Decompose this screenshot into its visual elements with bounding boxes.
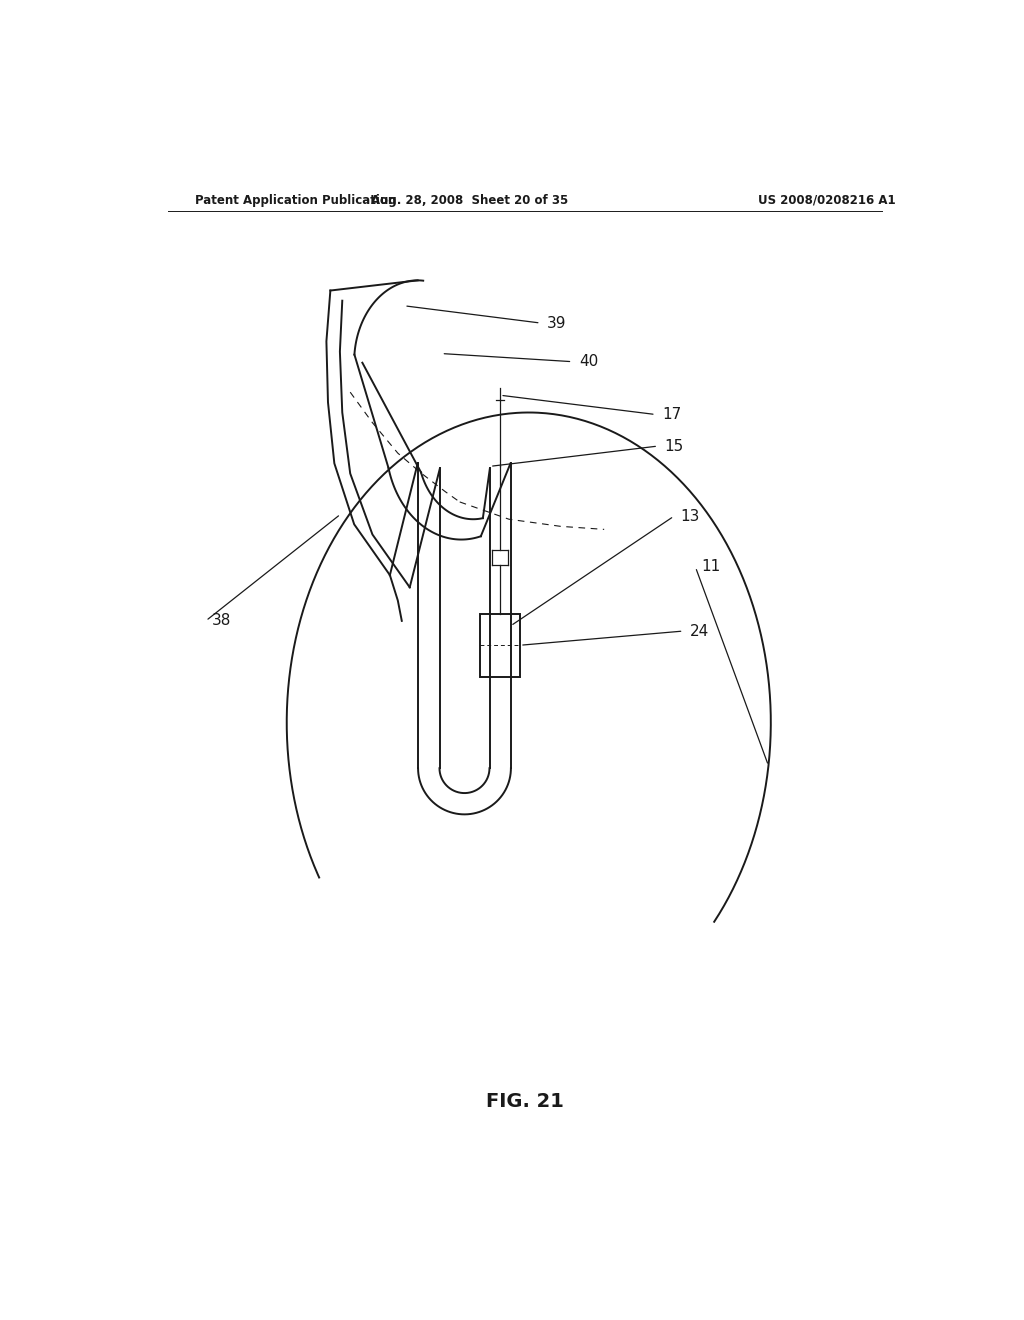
Bar	[480, 614, 520, 677]
Text: Patent Application Publication: Patent Application Publication	[196, 194, 396, 207]
Text: 24: 24	[690, 623, 709, 639]
Text: 38: 38	[212, 614, 231, 628]
Text: 40: 40	[579, 354, 598, 370]
Text: US 2008/0208216 A1: US 2008/0208216 A1	[758, 194, 895, 207]
Text: FIG. 21: FIG. 21	[485, 1092, 564, 1111]
Text: 15: 15	[665, 438, 684, 454]
Text: 11: 11	[701, 560, 721, 574]
Text: 13: 13	[680, 508, 699, 524]
Text: 17: 17	[663, 407, 681, 422]
Text: 39: 39	[547, 315, 566, 330]
Text: Aug. 28, 2008  Sheet 20 of 35: Aug. 28, 2008 Sheet 20 of 35	[371, 194, 568, 207]
